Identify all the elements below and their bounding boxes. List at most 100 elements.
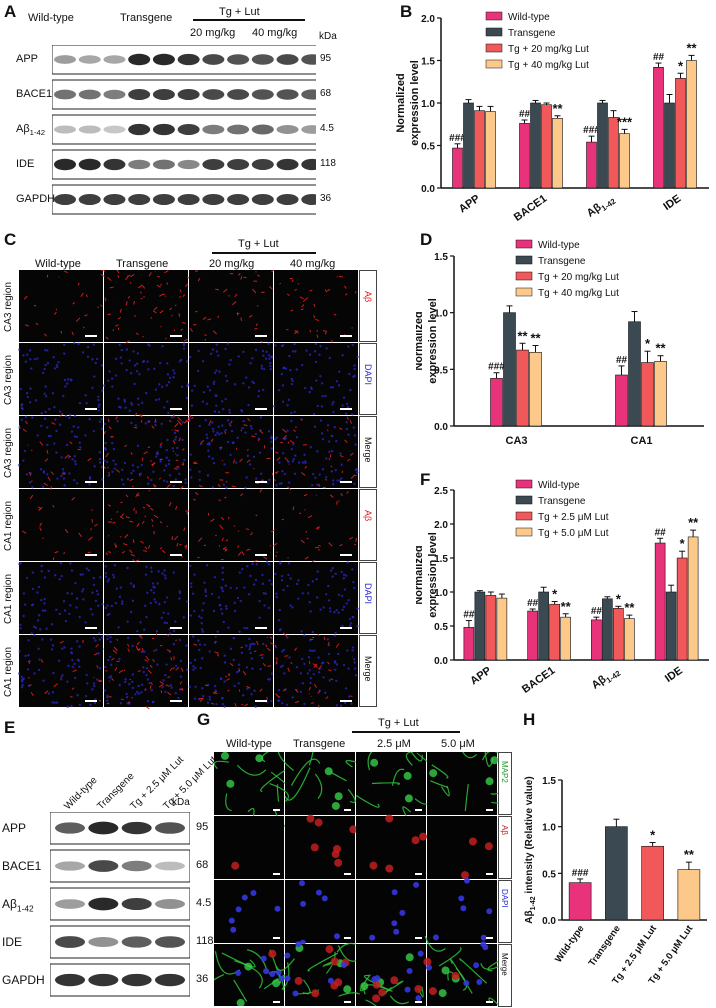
blot-band <box>227 124 250 135</box>
micro-c-cell <box>185 488 273 562</box>
significance-label: ** <box>624 600 635 615</box>
blot-band <box>55 936 85 948</box>
micro-c-stain-label: Merge <box>363 437 373 463</box>
blot-row-label: GAPDH <box>2 973 45 987</box>
legend-label: Transgene <box>538 496 586 507</box>
blot-band <box>251 89 274 100</box>
scale-bar <box>273 873 280 875</box>
blot-row-kda: 4.5 <box>196 897 212 909</box>
scale-bar <box>255 627 267 629</box>
significance-label: ## <box>591 606 603 617</box>
micro-g-tg-lut: Tg + Lut <box>378 717 419 729</box>
blot-band <box>128 159 151 170</box>
micro-g-cell <box>427 877 497 943</box>
x-tick-label: Aβ1‑42 <box>585 193 618 222</box>
micro-c-region-label: CA1 region <box>3 573 14 624</box>
bar <box>568 882 592 921</box>
blot-band <box>202 89 225 100</box>
blot-band <box>155 936 185 948</box>
scale-bar <box>415 1001 422 1003</box>
scale-bar <box>486 1001 493 1003</box>
svg-text:Aβ1‑42 intensity (Relative val: Aβ1‑42 intensity (Relative value) <box>524 776 537 923</box>
blot-row-kda: 95 <box>320 52 332 64</box>
micro-g-cell <box>423 935 510 1006</box>
micro-g-stain-box: Merge <box>498 944 512 1007</box>
blot-band <box>227 194 250 205</box>
micro-c-region-label: CA1 region <box>3 500 14 551</box>
micro-g-stain-label: Merge <box>500 953 509 976</box>
bar <box>552 118 563 189</box>
blot-band <box>103 89 126 100</box>
bar <box>624 618 635 661</box>
micro-c-cell <box>189 560 273 634</box>
svg-text:expression level: expression level <box>409 60 421 146</box>
scale-bar <box>170 554 182 556</box>
significance-label: * <box>645 336 651 351</box>
blot-a-group-40: 40 mg/kg <box>252 27 298 39</box>
legend-swatch <box>515 527 533 537</box>
significance-label: ** <box>530 331 541 346</box>
scale-bar <box>255 700 267 702</box>
blot-band <box>121 860 152 872</box>
micro-g-group-wt: Wild-type <box>226 738 272 750</box>
scale-bar <box>415 873 422 875</box>
blot-a-group-tg: Transgene <box>120 12 173 24</box>
micro-c-cell <box>270 486 358 564</box>
y-tick-label: 0.0 <box>542 916 556 927</box>
bar <box>628 321 641 427</box>
blot-row-kda: 36 <box>320 192 332 204</box>
micro-g-cell <box>214 944 288 1006</box>
y-axis-label: Normalized expression level <box>416 532 439 618</box>
blot-band <box>301 125 316 134</box>
y-tick-label: 1.0 <box>434 309 448 320</box>
micro-c-cell <box>19 270 103 342</box>
blot-band <box>88 821 119 835</box>
micro-g-group-tg: Transgene <box>293 738 346 750</box>
micro-c-region-label: CA3 region <box>3 281 14 332</box>
scale-bar <box>340 554 352 556</box>
scale-bar <box>344 809 351 811</box>
scale-bar <box>273 937 280 939</box>
bar <box>686 60 697 189</box>
blot-row-kda: 118 <box>320 157 336 169</box>
y-tick-label: 0.0 <box>434 656 448 667</box>
blot-band <box>54 89 76 100</box>
blot-band <box>227 89 250 100</box>
blot-a-tg-lut: Tg + Lut <box>219 6 260 18</box>
legend-swatch <box>515 239 533 249</box>
bar <box>615 374 628 427</box>
scale-bar <box>340 627 352 629</box>
blot-band <box>251 54 274 65</box>
micro-g-grid <box>214 752 510 1006</box>
svg-text:expression level: expression level <box>427 298 439 384</box>
bar <box>530 102 541 189</box>
bar <box>619 133 630 189</box>
micro-c-stain-box: Aβ <box>359 270 377 342</box>
significance-label: * <box>616 591 622 606</box>
scale-bar <box>273 1001 280 1003</box>
legend-label: Wild-type <box>538 240 580 251</box>
y-tick-label: 2.0 <box>421 14 435 25</box>
panel-label-g: G <box>197 710 211 729</box>
blot-band <box>128 53 151 66</box>
micro-g-bracket <box>352 731 460 733</box>
micro-c-cell <box>274 561 359 635</box>
blot-band <box>128 123 151 136</box>
scale-bar <box>255 554 267 556</box>
bar <box>676 557 688 661</box>
micro-c-stain-label: Merge <box>363 656 373 682</box>
scale-bar <box>486 809 493 811</box>
svg-text:Normalized: Normalized <box>396 73 407 132</box>
significance-label: ## <box>655 527 667 538</box>
significance-label: * <box>552 587 558 602</box>
x-tick-label: CA1 <box>630 435 652 447</box>
scale-bar <box>344 937 351 939</box>
legend-label: Wild-type <box>538 480 580 491</box>
bar <box>496 597 508 661</box>
micro-c-group-40: 40 mg/kg <box>290 258 336 270</box>
scale-bar <box>273 809 280 811</box>
bar <box>687 536 699 661</box>
scale-bar <box>85 554 97 556</box>
blot-band <box>276 194 299 205</box>
scale-bar <box>255 335 267 337</box>
